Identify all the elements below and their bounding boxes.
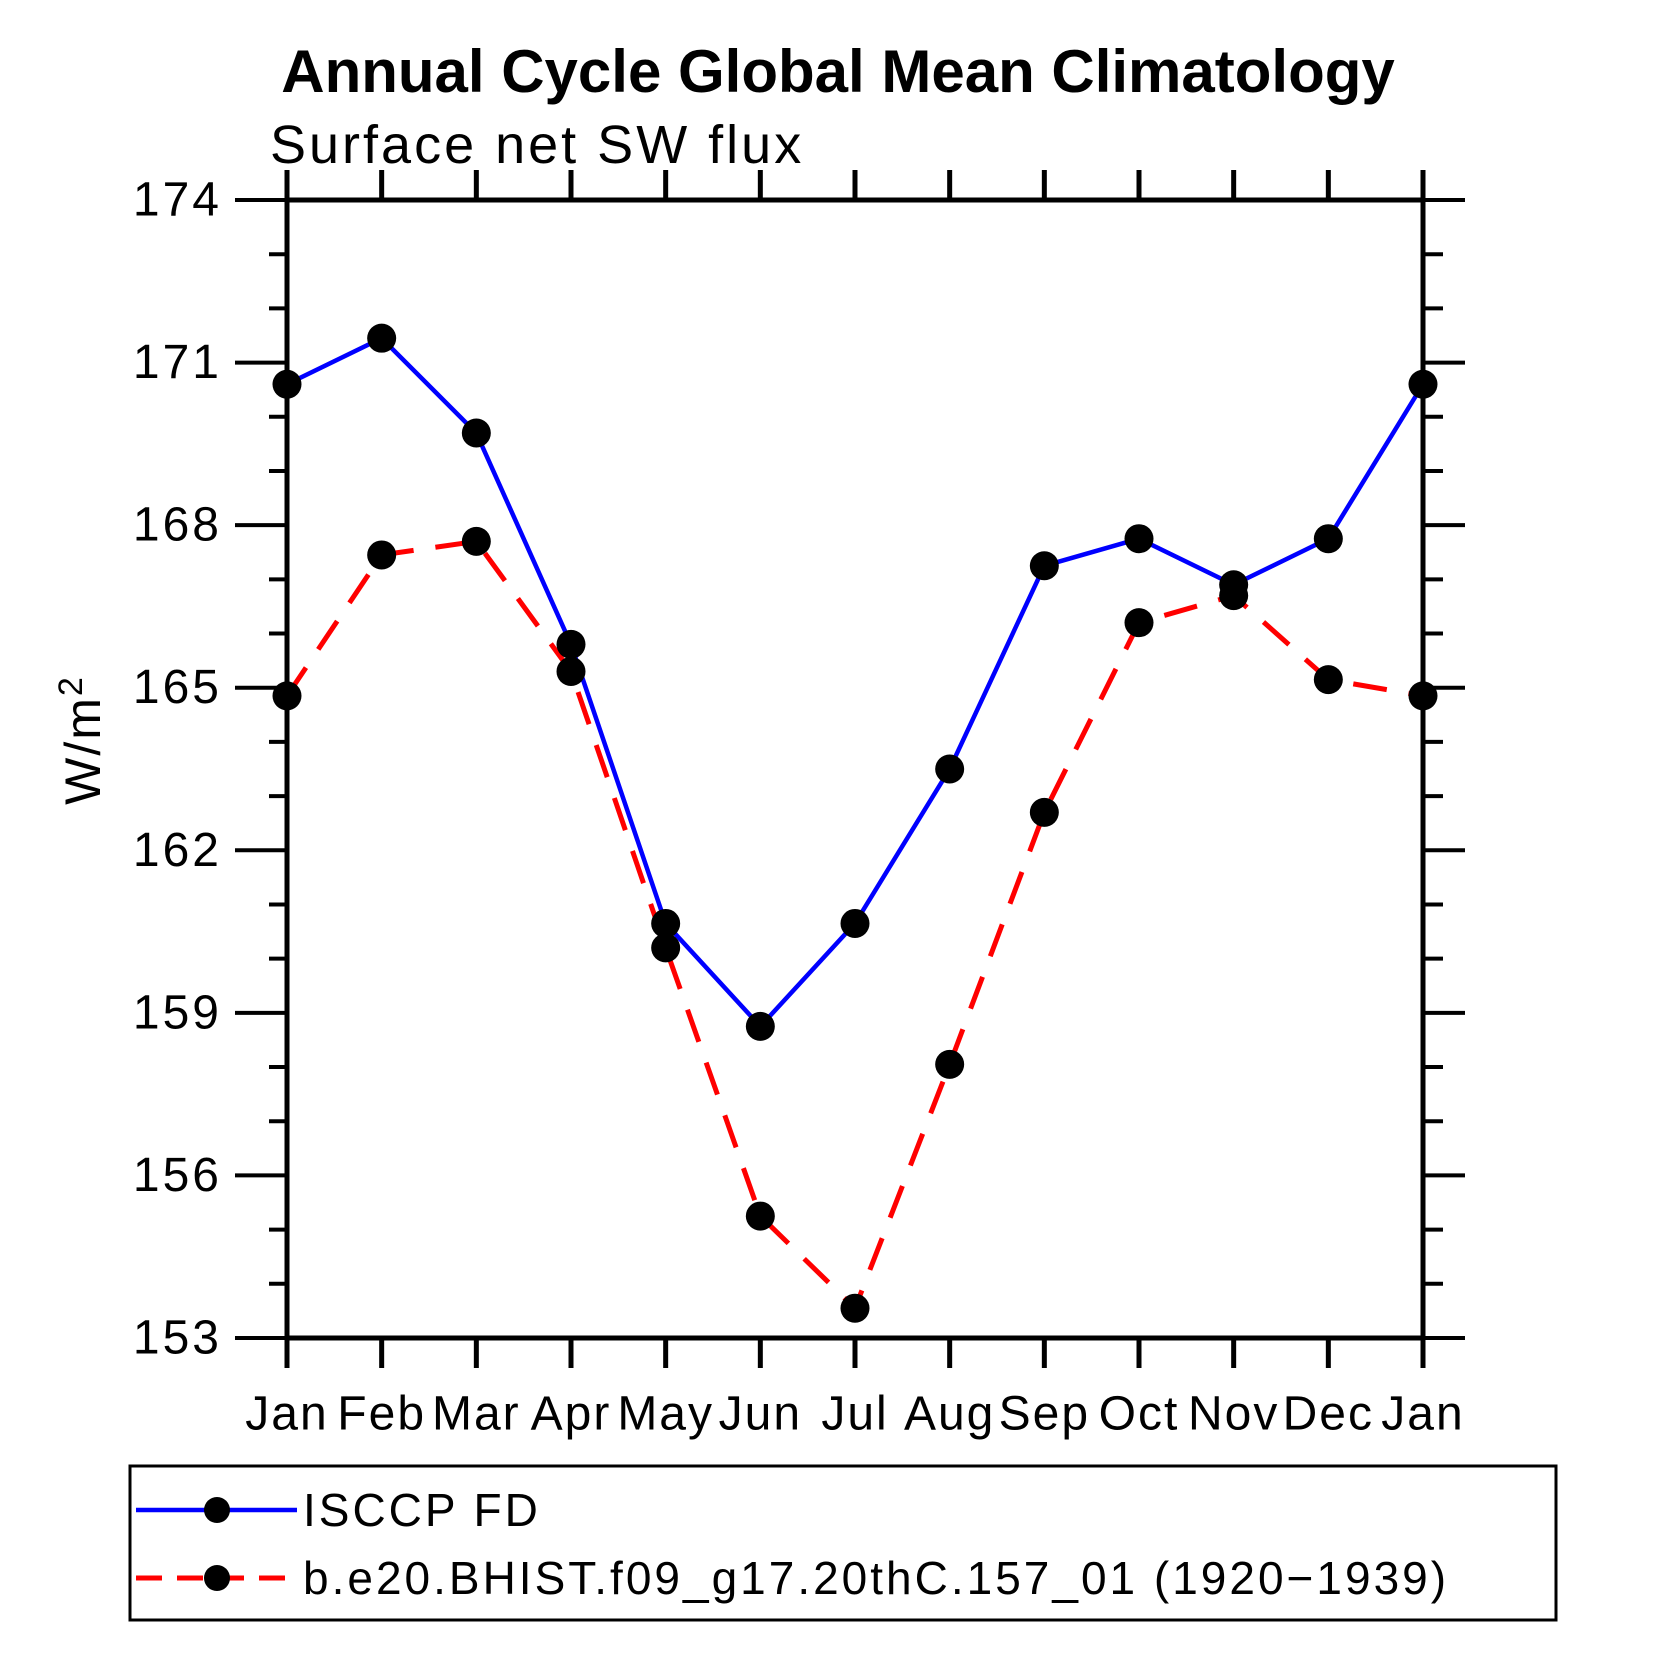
data-point-marker: [461, 526, 491, 556]
data-point-marker: [556, 656, 586, 686]
legend: ISCCP FD b.e20.BHIST.f09_g17.20thC.157_01…: [128, 1464, 1558, 1622]
data-point-marker: [935, 754, 965, 784]
y-tick-label: 165: [133, 661, 222, 714]
y-tick-label: 153: [133, 1312, 222, 1365]
legend-label: b.e20.BHIST.f09_g17.20thC.157_01 (1920−1…: [303, 1552, 1449, 1604]
data-point-marker: [1029, 797, 1059, 827]
data-point-marker: [840, 908, 870, 938]
data-point-marker: [651, 908, 681, 938]
data-point-marker: [1219, 581, 1249, 611]
x-tick-label: Aug: [904, 1388, 995, 1441]
data-point-marker: [1124, 608, 1154, 638]
chart-subtitle: Surface net SW flux: [270, 115, 804, 175]
data-point-marker: [935, 1049, 965, 1079]
data-point-marker: [1408, 369, 1438, 399]
x-tick-label: Jan: [245, 1388, 328, 1441]
x-tick-label: Jun: [719, 1388, 802, 1441]
y-tick-label: 156: [133, 1149, 222, 1202]
data-point-marker: [745, 1201, 775, 1231]
y-tick-label: 168: [133, 499, 222, 552]
x-tick-label: Oct: [1099, 1388, 1180, 1441]
data-point-marker: [556, 629, 586, 659]
chart-title: Annual Cycle Global Mean Climatology: [281, 38, 1395, 105]
legend-marker: [204, 1497, 230, 1523]
y-tick-label: 159: [133, 986, 222, 1039]
x-tick-label: Jan: [1381, 1388, 1464, 1441]
x-tick-label: Nov: [1188, 1388, 1279, 1441]
legend-entries: ISCCP FD b.e20.BHIST.f09_g17.20thC.157_01…: [136, 1484, 1449, 1604]
legend-marker: [204, 1565, 230, 1591]
data-point-marker: [651, 933, 681, 963]
y-axis-label: W/m2: [52, 675, 111, 805]
y-tick-label: 174: [133, 174, 222, 227]
data-point-marker: [1029, 551, 1059, 581]
x-tick-label: May: [617, 1388, 714, 1441]
legend-box: [128, 1464, 1558, 1622]
y-axis-label-exponent: 2: [52, 675, 90, 696]
data-series-markers: [272, 323, 1438, 1323]
x-tick-label: Dec: [1283, 1388, 1374, 1441]
data-point-marker: [1313, 524, 1343, 554]
data-point-marker: [272, 681, 302, 711]
x-tick-label: Apr: [531, 1388, 612, 1441]
data-point-marker: [367, 540, 397, 570]
data-series-lines: [284, 335, 1425, 1313]
x-tick-label: Jul: [821, 1388, 888, 1441]
plot-border: [284, 197, 1426, 1341]
data-point-marker: [745, 1011, 775, 1041]
data-point-marker: [272, 369, 302, 399]
legend-label: ISCCP FD: [303, 1484, 541, 1536]
data-point-marker: [461, 418, 491, 448]
data-point-marker: [367, 323, 397, 353]
x-tick-label: Sep: [999, 1388, 1090, 1441]
y-tick-label: 162: [133, 824, 222, 877]
data-point-marker: [1124, 524, 1154, 554]
y-tick-label: 171: [133, 336, 222, 389]
x-tick-label: Mar: [432, 1388, 521, 1441]
data-point-marker: [1313, 665, 1343, 695]
axis-ticks: [235, 170, 1465, 1368]
x-tick-label: Feb: [337, 1388, 426, 1441]
y-axis-label-base: W/m: [55, 696, 111, 805]
data-point-marker: [1408, 681, 1438, 711]
data-point-marker: [840, 1293, 870, 1323]
